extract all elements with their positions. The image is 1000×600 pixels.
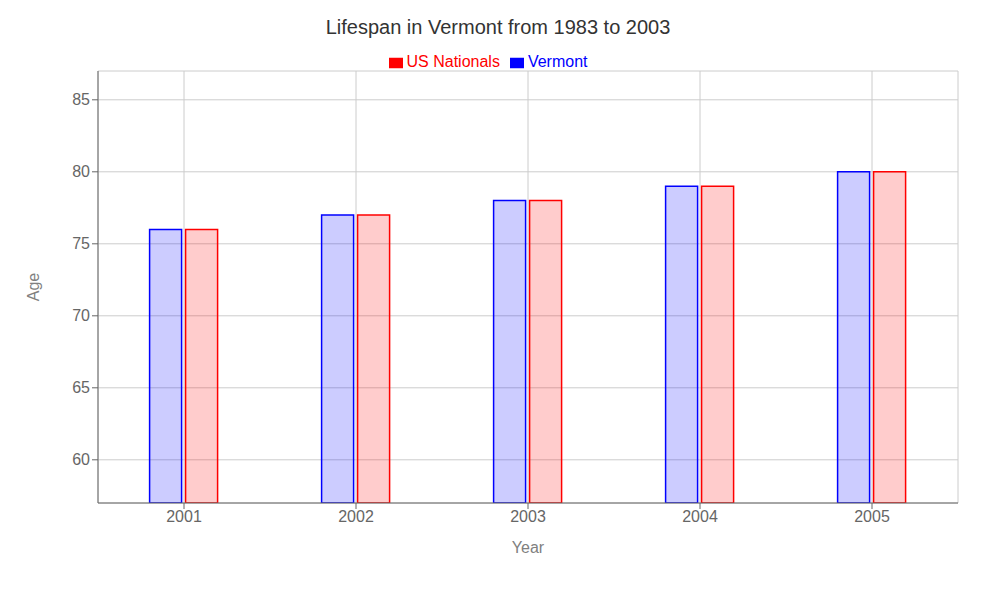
html-text:US Nationals: US Nationals — [406, 53, 500, 70]
svg-text:2001: 2001 — [166, 508, 202, 525]
svg-text:2004: 2004 — [682, 508, 718, 525]
svg-text:2003: 2003 — [510, 508, 546, 525]
svg-text:65: 65 — [72, 379, 90, 396]
svg-text:Year: Year — [512, 539, 545, 556]
svg-text:2005: 2005 — [854, 508, 890, 525]
svg-text:60: 60 — [72, 451, 90, 468]
svg-text:2002: 2002 — [338, 508, 374, 525]
svg-text:80: 80 — [72, 163, 90, 180]
html-text:Lifespan in Vermont from 1983: Lifespan in Vermont from 1983 to 2003 — [325, 16, 671, 38]
svg-text:70: 70 — [72, 307, 90, 324]
svg-text:75: 75 — [72, 235, 90, 252]
svg-text:85: 85 — [72, 91, 90, 108]
svg-text:Age: Age — [25, 273, 42, 302]
html-text:Vermont: Vermont — [527, 53, 588, 70]
